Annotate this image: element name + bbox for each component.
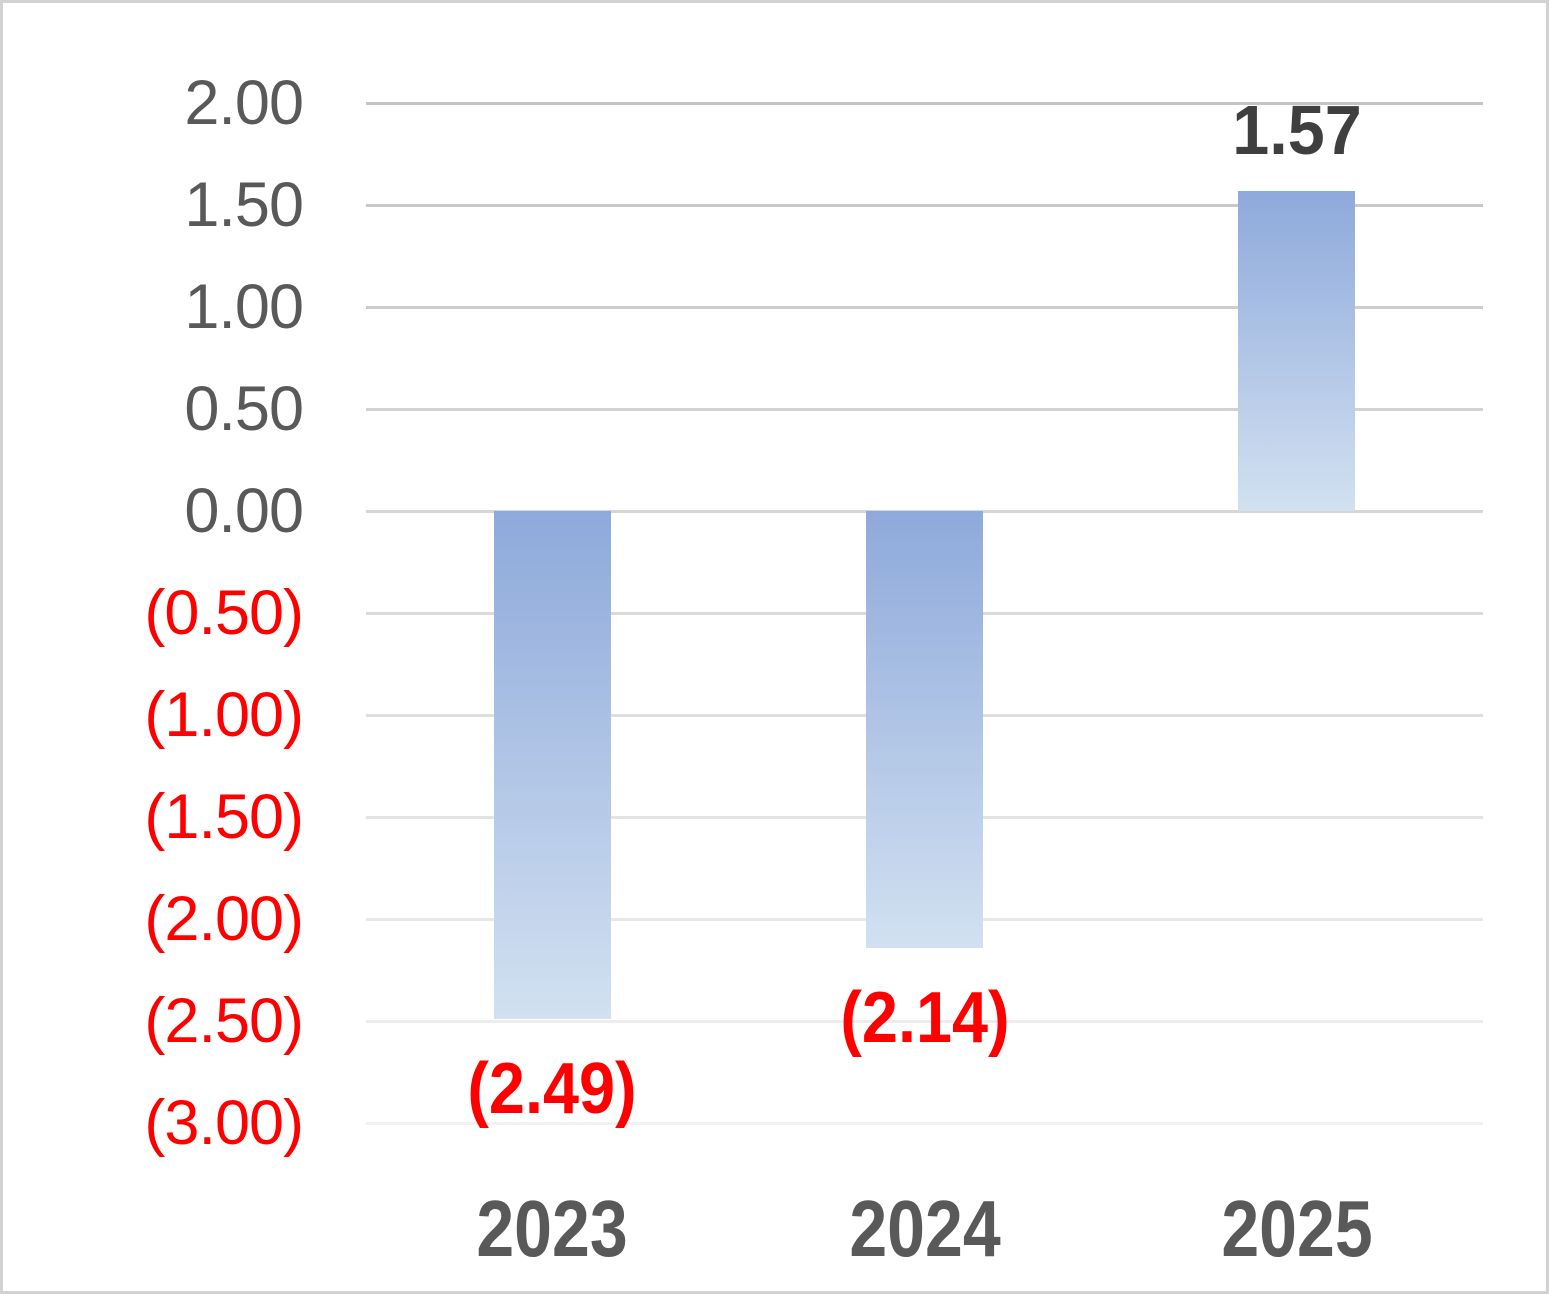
bar-2025 xyxy=(1238,190,1356,511)
y-tick-label-0.00: 0.00 xyxy=(184,476,304,546)
y-tick-label-(2.50): (2.50) xyxy=(144,986,304,1056)
y-tick-label-0.50: 0.50 xyxy=(184,374,304,444)
bar-2024 xyxy=(866,511,983,948)
gridline-(2.50) xyxy=(366,1019,1483,1023)
gridline-0.50 xyxy=(366,407,1483,411)
gridline-1.00 xyxy=(366,305,1483,309)
bar-2023 xyxy=(493,511,611,1019)
y-tick-label-(1.00): (1.00) xyxy=(144,680,304,750)
y-tick-label-(3.00): (3.00) xyxy=(144,1088,304,1158)
gridline-2.00 xyxy=(366,101,1483,105)
data-label-2025: 1.57 xyxy=(1232,90,1362,169)
y-tick-label-2.00: 2.00 xyxy=(184,68,304,138)
x-category-label-2023: 2023 xyxy=(476,1184,628,1273)
y-tick-label-(2.00): (2.00) xyxy=(144,884,304,954)
y-tick-label-1.00: 1.00 xyxy=(184,272,304,342)
x-category-label-2025: 2025 xyxy=(1221,1184,1373,1273)
x-category-label-2024: 2024 xyxy=(848,1184,1001,1273)
data-label-2023: (2.49) xyxy=(467,1048,637,1129)
y-tick-label-(1.50): (1.50) xyxy=(144,782,304,852)
gridline-1.50 xyxy=(366,203,1483,207)
data-label-2024: (2.14) xyxy=(839,977,1010,1058)
y-tick-label-(0.50): (0.50) xyxy=(144,578,304,648)
y-tick-label-1.50: 1.50 xyxy=(184,170,304,240)
gridline-(3.00) xyxy=(366,1121,1483,1125)
plot-area: 2.00 1.50 1.00 0.50 0.00 (0.50) (1.00) (1.50) (2… xyxy=(3,3,1546,1291)
